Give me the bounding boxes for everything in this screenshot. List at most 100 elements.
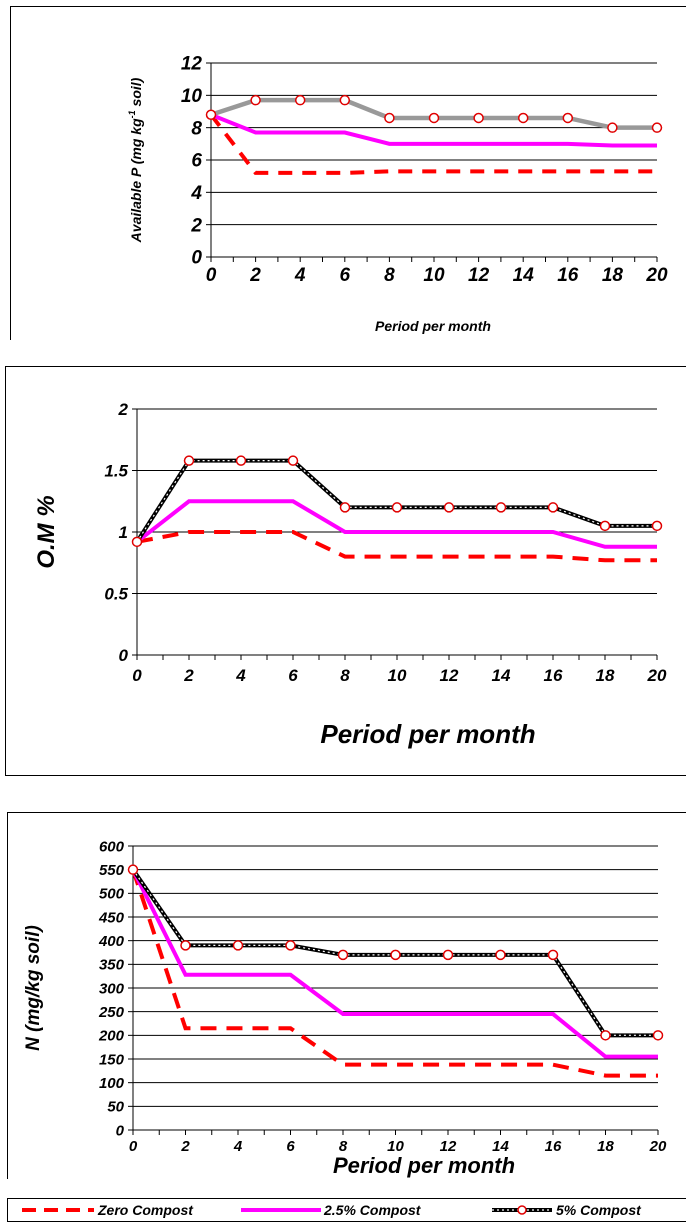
data-point-5-compost	[235, 455, 247, 466]
data-point-5-compost	[607, 122, 618, 133]
data-point-5-compost	[183, 455, 195, 466]
data-point-5-compost	[390, 949, 401, 961]
data-point-5-compost	[391, 502, 403, 513]
data-point-5-compost	[205, 109, 217, 120]
legend-svg: Zero Compost 2.5% Compost 5% Compost	[22, 1202, 642, 1218]
y-axis-label: Available P (mg kg-1 soil)	[127, 77, 144, 243]
series-line-2-5-compost	[131, 868, 658, 1059]
data-point-5-compost	[443, 502, 455, 513]
y-tick-label: 6	[191, 151, 202, 172]
y-tick-label: 1.5	[104, 461, 128, 480]
data-point-5-compost	[250, 94, 261, 106]
legend-label: Zero Compost	[97, 1202, 194, 1218]
organic-matter-chart-panel: 0 0.5 1 1.5 2 0 2 4 6 8 10 12 14 16 18 20 Period per mon…	[5, 366, 686, 776]
x-tick-label: 6	[286, 1138, 295, 1155]
data-point-5-compost	[294, 94, 306, 106]
data-point-5-compost	[337, 949, 349, 961]
x-tick-label: 4	[233, 1138, 243, 1155]
x-tick-label: 2	[249, 265, 261, 286]
y-axis-label-main: Available P (mg kg	[128, 118, 144, 243]
series-line-zero-compost	[209, 113, 657, 175]
series-line-2-5-compost	[135, 499, 657, 549]
data-point-5-compost	[285, 940, 296, 951]
x-tick-label: 18	[596, 666, 615, 685]
data-point-5-compost	[600, 1030, 611, 1041]
y-tick-label: 400	[98, 933, 125, 950]
y-tick-label: 150	[99, 1051, 125, 1068]
data-point-5-compost	[473, 112, 484, 124]
x-tick-label: 0	[129, 1138, 138, 1155]
x-tick-label: 6	[340, 265, 351, 286]
series-line-zero-compost	[136, 530, 657, 563]
series-line-zero-compost	[131, 869, 658, 1078]
legend-label: 2.5% Compost	[323, 1202, 422, 1218]
y-tick-label: 8	[191, 118, 202, 139]
x-tick-label: 4	[294, 265, 306, 286]
y-tick-label: 1	[119, 523, 128, 542]
x-tick-label: 0	[132, 666, 142, 685]
x-tick-label: 10	[387, 1138, 404, 1155]
x-tick-label: 16	[544, 666, 563, 685]
x-tick-label: 18	[597, 1138, 614, 1155]
legend: Zero Compost 2.5% Compost 5% Compost	[7, 1198, 686, 1222]
y-tick-label: 600	[99, 838, 125, 855]
x-tick-label: 16	[545, 1138, 562, 1155]
data-point-5-compost	[384, 112, 395, 124]
y-tick-label: 500	[99, 886, 125, 903]
x-tick-label: 14	[492, 1138, 509, 1155]
series-line-2-5-compost	[210, 112, 657, 148]
x-axis-label: Period per month	[320, 719, 535, 749]
x-tick-label: 0	[206, 265, 217, 286]
y-tick-label: 100	[99, 1075, 125, 1092]
data-point-5-compost	[442, 949, 454, 961]
x-tick-label: 6	[288, 666, 298, 685]
y-axis-label: O.M %	[33, 495, 60, 568]
x-axis-label: Period per month	[375, 318, 491, 334]
data-point-5-compost	[232, 940, 244, 951]
x-tick-label: 8	[339, 1138, 348, 1155]
y-tick-label: 250	[98, 1004, 125, 1021]
data-point-5-compost	[547, 949, 559, 961]
data-point-5-compost	[180, 940, 191, 951]
x-tick-label: 8	[340, 666, 350, 685]
y-axis-label: N (mg/kg soil)	[23, 925, 44, 1051]
y-axis-label-tail: soil)	[128, 77, 144, 110]
x-tick-label: 12	[440, 666, 459, 685]
y-tick-label: 0	[116, 1122, 125, 1139]
x-tick-label: 20	[645, 265, 668, 286]
x-tick-label: 14	[513, 265, 535, 286]
x-tick-label: 10	[423, 265, 445, 286]
x-tick-label: 12	[468, 265, 490, 286]
y-tick-label: 50	[107, 1099, 124, 1116]
x-tick-label: 10	[388, 666, 407, 685]
x-tick-label: 16	[557, 265, 579, 286]
x-tick-label: 4	[235, 666, 246, 685]
x-tick-label: 8	[384, 265, 395, 286]
x-tick-label: 20	[649, 1138, 667, 1155]
x-axis-label: Period per month	[333, 1153, 515, 1178]
data-point-5-compost	[428, 112, 440, 124]
data-point-5-compost	[651, 122, 663, 133]
data-point-5-compost	[127, 864, 139, 875]
x-tick-label: 20	[647, 666, 667, 685]
y-axis-label-superscript: -1	[127, 110, 137, 118]
legend-swatch-5-compost-marker	[517, 1205, 527, 1215]
y-tick-label: 300	[99, 980, 125, 997]
y-tick-label: 4	[190, 183, 202, 204]
x-tick-label: 18	[602, 265, 624, 286]
data-point-5-compost	[599, 520, 611, 532]
x-tick-label: 12	[440, 1138, 457, 1155]
data-point-5-compost	[495, 949, 506, 961]
y-tick-label: 12	[181, 54, 203, 75]
data-point-5-compost	[495, 502, 507, 513]
y-tick-label: 350	[99, 957, 125, 974]
data-point-5-compost	[339, 502, 351, 513]
y-tick-label: 550	[99, 862, 125, 879]
x-tick-label: 2	[180, 1138, 190, 1155]
y-tick-label: 0	[119, 646, 129, 665]
y-tick-label: 200	[98, 1028, 125, 1045]
data-point-5-compost	[651, 520, 663, 532]
x-tick-label: 2	[183, 666, 194, 685]
data-point-5-compost	[652, 1030, 664, 1041]
